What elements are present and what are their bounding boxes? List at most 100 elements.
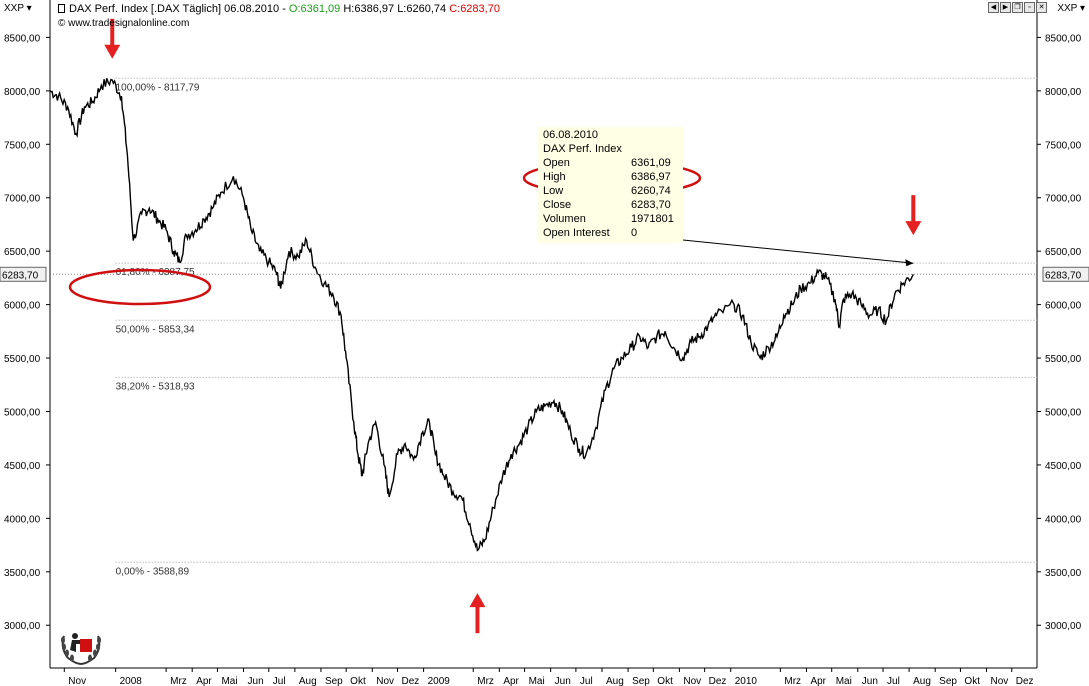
x-tick-label: Dez [1016,676,1034,686]
x-tick-label: Apr [196,676,212,686]
x-tick-label: Dez [709,676,727,686]
y-tick-label-right: 6000,00 [1045,301,1082,312]
close-value: C:6283,70 [449,3,500,15]
y-tick-label-right: 7000,00 [1045,194,1082,205]
x-tick-label: Aug [606,676,624,686]
minimize-icon[interactable]: ▫ [1024,2,1035,13]
x-tick-label: 2010 [735,676,758,686]
y-tick-label-left: 5000,00 [4,407,41,418]
last-price-box-right [1042,266,1089,282]
x-tick-label: Sep [632,676,650,686]
y-tick-label-right: 8500,00 [1045,33,1082,44]
x-tick-label: 2009 [428,676,451,686]
y-tick-label-right: 5500,00 [1045,354,1082,365]
x-tick-label: Jun [862,676,878,686]
y-tick-label-left: 6000,00 [4,301,41,312]
x-tick-label: Mrz [477,676,494,686]
y-tick-label-left: 7000,00 [4,194,41,205]
y-tick-label-right: 8000,00 [1045,87,1082,98]
tooltip-date: 06.08.2010 [543,129,599,141]
red-arrow-down-icon [104,18,121,59]
x-tick-label: Nov [683,676,701,686]
y-tick-label-left: 6500,00 [4,247,41,258]
x-tick-label: Mai [221,676,237,686]
fib-level-label: 38,20% - 5318,93 [116,381,195,392]
y-tick-label-right: 4500,00 [1045,461,1082,472]
copyright-text: © www.tradesignalonline.com [58,18,190,29]
next-arrow-icon[interactable]: ▶ [1000,2,1011,13]
fib-level-label: 0,00% - 3588,89 [116,566,190,577]
x-tick-label: Mai [836,676,852,686]
x-tick-label: Nov [991,676,1009,686]
chart-header: XXP ▾ DAX Perf. Index [.DAX Täglich] 06.… [0,0,1089,18]
indicator-icon [58,4,65,13]
x-tick-label: Apr [503,676,519,686]
y-tick-label-left: 4000,00 [4,514,41,525]
last-price-box-left [0,266,47,282]
x-tick-label: Okt [657,676,673,686]
red-arrow-down-icon [905,195,922,236]
x-tick-label: 2008 [120,676,143,686]
close-icon[interactable]: ✕ [1036,2,1047,13]
tooltip-row: Volumen 1971801 [543,213,674,225]
x-tick-label: Mai [529,676,545,686]
tooltip-row: High 6386,97 [543,171,671,183]
x-tick-label: Aug [913,676,931,686]
fib-level-label: 100,00% - 8117,79 [116,82,200,93]
symbol-selector-left[interactable]: XXP ▾ [4,3,32,14]
tooltip-row: Low 6260,74 [543,185,671,197]
chart-title-text: DAX Perf. Index [.DAX Täglich] 06.08.201… [69,3,289,15]
restore-icon[interactable]: ❐ [1012,2,1023,13]
open-value: O:6361,09 [288,3,341,15]
y-tick-label-left: 8000,00 [4,87,41,98]
x-tick-label: Nov [68,676,86,686]
y-tick-label-left: 3000,00 [4,621,41,632]
fib-level-label: 61,80% - 6387,75 [116,267,195,278]
x-tick-label: Dez [402,676,420,686]
y-tick-label-left: 8500,00 [4,33,41,44]
x-tick-label: Sep [325,676,343,686]
x-tick-label: Sep [939,676,957,686]
tooltip-pointer-line [682,239,914,264]
data-tooltip: 06.08.2010 DAX Perf. Index Open 6361,09 H… [538,127,683,243]
red-arrow-up-icon [469,593,486,634]
x-tick-label: Okt [964,676,980,686]
y-tick-label-left: 5500,00 [4,354,41,365]
laurel-logo-icon [61,633,101,665]
y-tick-label-left: 3500,00 [4,568,41,579]
tooltip-row: Open Interest 0 [543,227,638,239]
x-tick-label: Jul [887,676,900,686]
tooltip-pointer-arrowhead [905,259,914,267]
x-tick-label: Mrz [784,676,801,686]
highlight-ellipse-fib [68,268,212,306]
chart-title: DAX Perf. Index [.DAX Täglich] 06.08.201… [58,3,500,15]
y-tick-label-left: 7500,00 [4,140,41,151]
y-tick-label-right: 3000,00 [1045,621,1082,632]
fib-level-label: 50,00% - 5853,34 [116,324,195,335]
x-tick-label: Okt [350,676,366,686]
x-tick-label: Mrz [170,676,187,686]
prev-arrow-icon[interactable]: ◀ [988,2,999,13]
tooltip-row: Close 6283,70 [543,199,671,211]
x-tick-label: Jul [580,676,593,686]
tooltip-row: Open 6361,09 [543,157,671,169]
x-tick-label: Jun [555,676,571,686]
x-tick-label: Jun [248,676,264,686]
y-tick-label-right: 7500,00 [1045,140,1082,151]
x-tick-label: Aug [299,676,317,686]
price-series-line [49,78,914,552]
y-tick-label-left: 4500,00 [4,461,41,472]
window-buttons: ◀ ▶ ❐ ▫ ✕ [988,2,1047,13]
symbol-selector-right[interactable]: XXP ▾ [1057,3,1085,14]
y-tick-label-right: 6500,00 [1045,247,1082,258]
x-tick-label: Nov [376,676,394,686]
x-tick-label: Apr [810,676,826,686]
y-tick-label-right: 4000,00 [1045,514,1082,525]
high-value: H:6386,97 [343,3,395,15]
low-value: L:6260,74 [397,3,447,15]
y-tick-label-right: 5000,00 [1045,407,1082,418]
last-price-label-left: 6283,70 [2,270,39,281]
y-tick-label-right: 3500,00 [1045,568,1082,579]
